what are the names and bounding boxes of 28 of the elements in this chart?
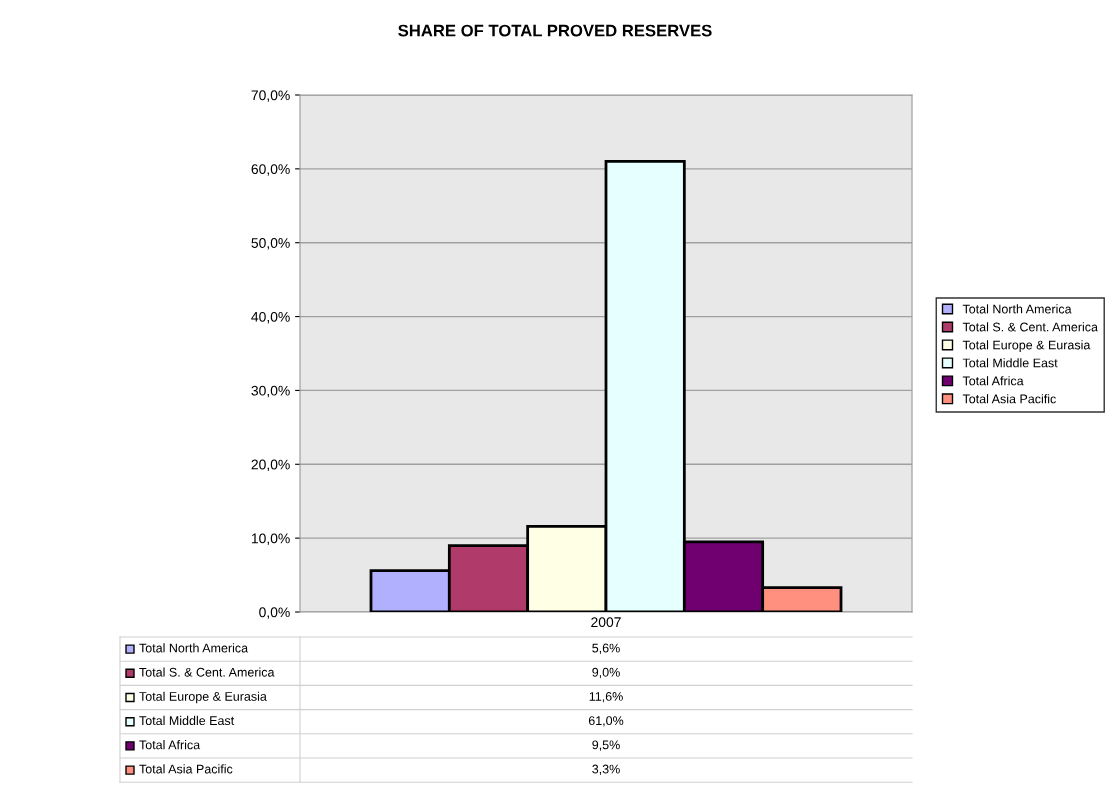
y-tick-label: 0,0% xyxy=(259,607,290,619)
text: Total North America xyxy=(962,304,1072,314)
y-tick-label: 20,0% xyxy=(251,459,290,472)
legend-label: Total Asia Pacific xyxy=(962,394,1056,404)
text: Total Europe & Eurasia xyxy=(962,340,1091,352)
text: Total Asia Pacific xyxy=(139,764,233,774)
text: 61,0% xyxy=(588,716,624,727)
legend-label: Total Africa xyxy=(962,376,1024,386)
y-tick-label: 50,0% xyxy=(251,238,290,250)
legend-label: Total S. & Cent. America xyxy=(139,667,275,677)
y-tick-label: 70,0% xyxy=(251,90,290,102)
text: 3,3% xyxy=(592,764,620,775)
text: 9,5% xyxy=(592,740,620,751)
y-tick-label: 30,0% xyxy=(251,385,290,398)
text: 11,6% xyxy=(589,692,623,703)
text: 5,6% xyxy=(592,643,620,654)
text: 9,0% xyxy=(592,667,620,679)
y-tick-label: 40,0% xyxy=(251,311,290,324)
x-tick-label: 2007 xyxy=(591,617,621,628)
legend-label: Total Middle East xyxy=(962,358,1058,368)
y-tick-label: 10,0% xyxy=(251,533,290,545)
legend-label: Total Europe & Eurasia xyxy=(139,691,267,704)
text: Total Africa xyxy=(139,740,201,750)
text: Total S. & Cent. America xyxy=(962,322,1098,332)
legend-label: Total North America xyxy=(139,643,249,653)
text: Total Middle East xyxy=(139,715,235,726)
chart-title: SHARE OF TOTAL PROVED RESERVES xyxy=(398,24,712,37)
y-tick-label: 60,0% xyxy=(251,164,290,176)
